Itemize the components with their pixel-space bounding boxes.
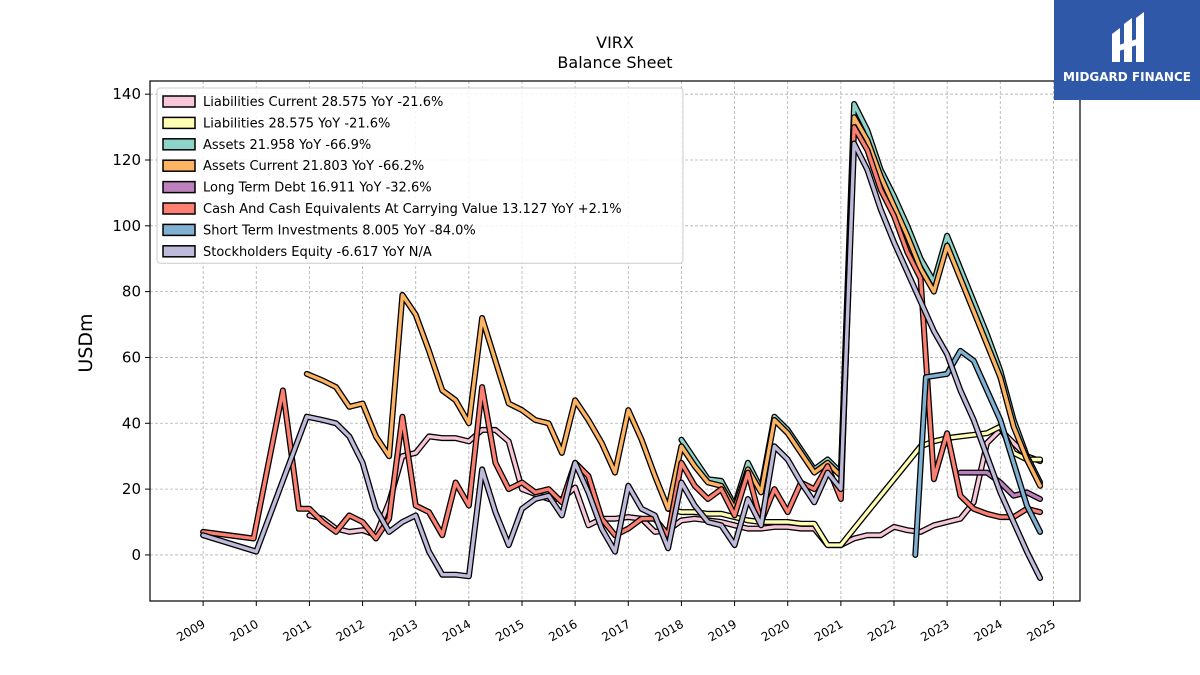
x-tick-label: 2011 xyxy=(281,617,314,644)
x-tick-label: 2013 xyxy=(387,617,420,644)
x-tick-label: 2017 xyxy=(599,617,632,644)
series-line-3 xyxy=(305,115,1042,511)
logo-text: MIDGARD FINANCE xyxy=(1063,70,1191,84)
legend-entry: Cash And Cash Equivalents At Carrying Va… xyxy=(203,202,622,217)
legend-entry: Short Term Investments 8.005 YoY -84.0% xyxy=(203,223,476,238)
legend-swatch xyxy=(162,223,196,237)
series-line-6 xyxy=(913,349,1042,557)
x-tick-label: 2024 xyxy=(971,617,1004,644)
series-line-7 xyxy=(201,141,1042,580)
chart-subtitle: Balance Sheet xyxy=(557,53,672,72)
legend-swatch xyxy=(162,202,196,215)
y-tick-label: 40 xyxy=(122,414,141,432)
legend-entry: Stockholders Equity -6.617 YoY N/A xyxy=(203,245,432,260)
legend-swatch xyxy=(162,180,196,194)
y-tick-label: 100 xyxy=(112,217,141,235)
x-tick-label: 2021 xyxy=(812,617,845,644)
series-line-4 xyxy=(958,470,1042,501)
x-tick-label: 2020 xyxy=(759,617,792,644)
x-tick-label: 2018 xyxy=(653,617,686,644)
x-tick-label: 2016 xyxy=(546,617,579,644)
x-tick-label: 2014 xyxy=(440,617,473,644)
legend-swatch xyxy=(162,116,196,130)
y-tick-label: 120 xyxy=(112,151,141,169)
chart-title: VIRX xyxy=(596,33,634,52)
legend-swatch xyxy=(162,245,196,258)
legend-entry: Assets 21.958 YoY -66.9% xyxy=(203,138,371,153)
y-axis-label: USDm xyxy=(75,313,97,372)
legend: Liabilities Current 28.575 YoY -21.6% Lia… xyxy=(156,87,684,264)
series-layer xyxy=(200,101,1044,581)
legend-entry: Liabilities Current 28.575 YoY -21.6% xyxy=(203,95,443,110)
legend-swatch xyxy=(162,138,196,151)
legend-entry: Liabilities 28.575 YoY -21.6% xyxy=(203,116,390,131)
x-tick-label: 2009 xyxy=(174,617,207,644)
y-tick-label: 140 xyxy=(112,85,141,103)
y-tick-label: 80 xyxy=(122,283,141,301)
x-tick-label: 2010 xyxy=(227,617,260,644)
x-tick-label: 2025 xyxy=(1025,617,1058,644)
midgard-logo-icon xyxy=(1112,12,1144,62)
y-tick-label: 60 xyxy=(122,348,141,366)
series-line-5 xyxy=(201,125,1042,541)
legend-swatch xyxy=(162,159,196,172)
midgard-finance-logo: MIDGARD FINANCE xyxy=(1054,0,1200,100)
y-tick-label: 20 xyxy=(122,480,141,498)
legend-entry: Assets Current 21.803 YoY -66.2% xyxy=(203,159,424,174)
x-tick-label: 2015 xyxy=(493,617,526,644)
legend-entry: Long Term Debt 16.911 YoY -32.6% xyxy=(203,181,432,196)
x-tick-label: 2012 xyxy=(334,617,367,644)
x-tick-label: 2022 xyxy=(865,617,898,644)
x-tick-label: 2019 xyxy=(706,617,739,644)
plot-frame xyxy=(149,80,1081,602)
x-tick-label: 2023 xyxy=(918,617,951,644)
y-tick-label: 0 xyxy=(131,546,141,564)
legend-box xyxy=(156,87,684,264)
legend-swatch xyxy=(162,95,196,108)
